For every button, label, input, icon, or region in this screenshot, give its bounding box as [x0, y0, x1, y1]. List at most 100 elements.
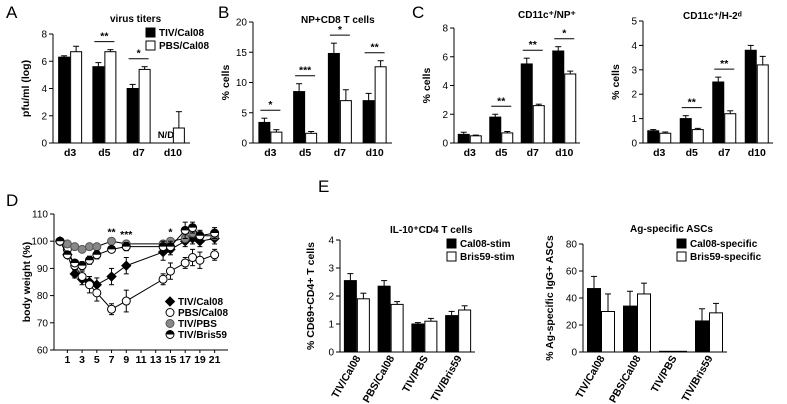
bar — [659, 350, 673, 353]
x-tick-label: d7 — [334, 147, 346, 159]
significance-label: ** — [371, 42, 380, 54]
bar — [138, 68, 151, 144]
bar — [126, 88, 139, 144]
bar — [293, 91, 306, 144]
x-tick-label: d10 — [748, 147, 766, 159]
bar — [469, 135, 482, 144]
legend-swatch — [676, 251, 687, 262]
y-axis-label: % cells — [220, 65, 232, 101]
x-tick-label: TIV/Bris59 — [429, 353, 465, 404]
data-point — [62, 239, 72, 249]
bar — [673, 350, 687, 353]
panel-label-e: E — [318, 177, 329, 196]
y-tick-label: 1 — [328, 320, 334, 331]
significance-label: ** — [107, 226, 116, 238]
x-tick-label: 5 — [94, 354, 100, 366]
x-tick-label: 7 — [109, 354, 115, 366]
legend-label: Bris59-specific — [690, 252, 762, 263]
y-tick-label: 0 — [571, 348, 577, 359]
data-point-half — [70, 258, 79, 263]
y-tick-label: 60 — [566, 267, 578, 278]
bar — [712, 81, 725, 144]
bar — [489, 116, 502, 144]
x-tick-label: 1 — [64, 354, 70, 366]
bar — [172, 127, 185, 144]
y-tick-label: 2 — [328, 292, 334, 303]
chart-title: CD11c⁺/H-2ᵈ — [683, 11, 742, 22]
chart-title: Ag-specific ASCs — [630, 224, 713, 235]
data-point — [84, 280, 94, 290]
x-tick-label: d5 — [686, 147, 698, 159]
x-tick-label: 13 — [150, 354, 162, 366]
y-tick-label: 3 — [328, 264, 334, 275]
data-point — [84, 242, 94, 252]
bar — [70, 51, 83, 144]
x-tick-label: d5 — [299, 147, 311, 159]
data-point-half — [181, 226, 190, 231]
bar — [756, 64, 769, 144]
data-point-half — [195, 231, 204, 236]
panel-label-b: B — [218, 3, 229, 22]
y-axis-label: pfu/ml (log) — [20, 60, 32, 117]
y-tick-label: 4 — [328, 236, 334, 247]
y-tick-label: 3 — [631, 65, 637, 76]
data-point — [77, 244, 87, 254]
legend-marker — [165, 319, 175, 328]
bar — [709, 312, 723, 353]
panel-label-d: D — [6, 191, 18, 210]
bar — [356, 298, 370, 353]
legend-label: TIV/Bris59 — [178, 330, 227, 341]
y-tick-label: 4 — [442, 81, 448, 92]
data-point-half — [159, 242, 168, 247]
y-axis-label: % Ag-specific IgG+ ASCs — [544, 235, 556, 361]
y-tick-label: 8 — [41, 30, 47, 41]
chart-title: CD11c⁺/NP⁺ — [518, 10, 576, 21]
chart-c-cd11c-h2d: 0 1 2 3 4 5 % cells d3 d5 ** d7 ** d10 CD11c⁺/H-2ᵈ — [610, 11, 773, 159]
y-tick-label: 0 — [442, 139, 448, 150]
y-axis-label: % cells — [610, 64, 622, 100]
x-tick-label: TIV/Cal08 — [574, 353, 608, 400]
x-tick-label: 11 — [135, 354, 146, 366]
bar — [520, 63, 533, 144]
chart-c-cd11c-np: 0 2 4 6 8 % cells d3 d5 ** d7 ** d10 * CD11c⁺/NP⁺ — [421, 10, 580, 159]
chart-a-virus-titers: 0 2 4 6 8 pfu/ml (log) d3 d5 ** d7 * d10 N/D virus ti… — [20, 14, 209, 159]
chart-e-ag-specific-ascs: 0 20 40 60 80 % Ag-specific IgG+ ASCs TIV/Cal0… — [544, 224, 762, 404]
legend-label: PBS/Cal08 — [159, 41, 209, 52]
legend-marker — [164, 296, 176, 307]
significance-label: ** — [720, 58, 729, 70]
x-tick-label: d5 — [98, 147, 110, 159]
y-tick-label: 5 — [241, 108, 247, 119]
data-point — [158, 274, 168, 284]
data-point-half — [92, 250, 101, 255]
bar — [457, 133, 470, 144]
bar — [58, 56, 71, 144]
bar — [343, 280, 357, 353]
bar — [532, 105, 545, 144]
x-tick-label: TIV/Cal08 — [329, 353, 363, 400]
bar — [637, 293, 651, 353]
x-tick-label: PBS/Cal08 — [607, 353, 644, 404]
data-point-half — [78, 261, 87, 266]
y-tick-label: 40 — [566, 294, 578, 305]
data-point-half — [85, 256, 94, 261]
y-tick-label: 2 — [631, 90, 637, 101]
x-tick-label: 17 — [179, 354, 191, 366]
bar — [659, 132, 672, 144]
legend-label: TIV/PBS — [178, 319, 217, 330]
data-point — [92, 288, 102, 298]
significance-label: ** — [688, 97, 697, 109]
y-tick-label: 20 — [566, 321, 578, 332]
chart-title: IL-10⁺CD4 T cells — [390, 225, 473, 236]
data-point — [77, 272, 87, 282]
legend-label: Cal08-stim — [460, 239, 511, 250]
significance-label: ** — [100, 31, 109, 43]
data-point — [69, 268, 80, 280]
not-detected-label: N/D — [158, 130, 175, 141]
bar — [564, 73, 577, 144]
bar — [390, 303, 404, 353]
x-tick-label: d10 — [164, 147, 182, 159]
significance-label: ** — [497, 95, 506, 107]
legend-label: PBS/Cal08 — [178, 308, 228, 319]
data-point-half — [56, 237, 64, 242]
bar — [258, 121, 271, 144]
